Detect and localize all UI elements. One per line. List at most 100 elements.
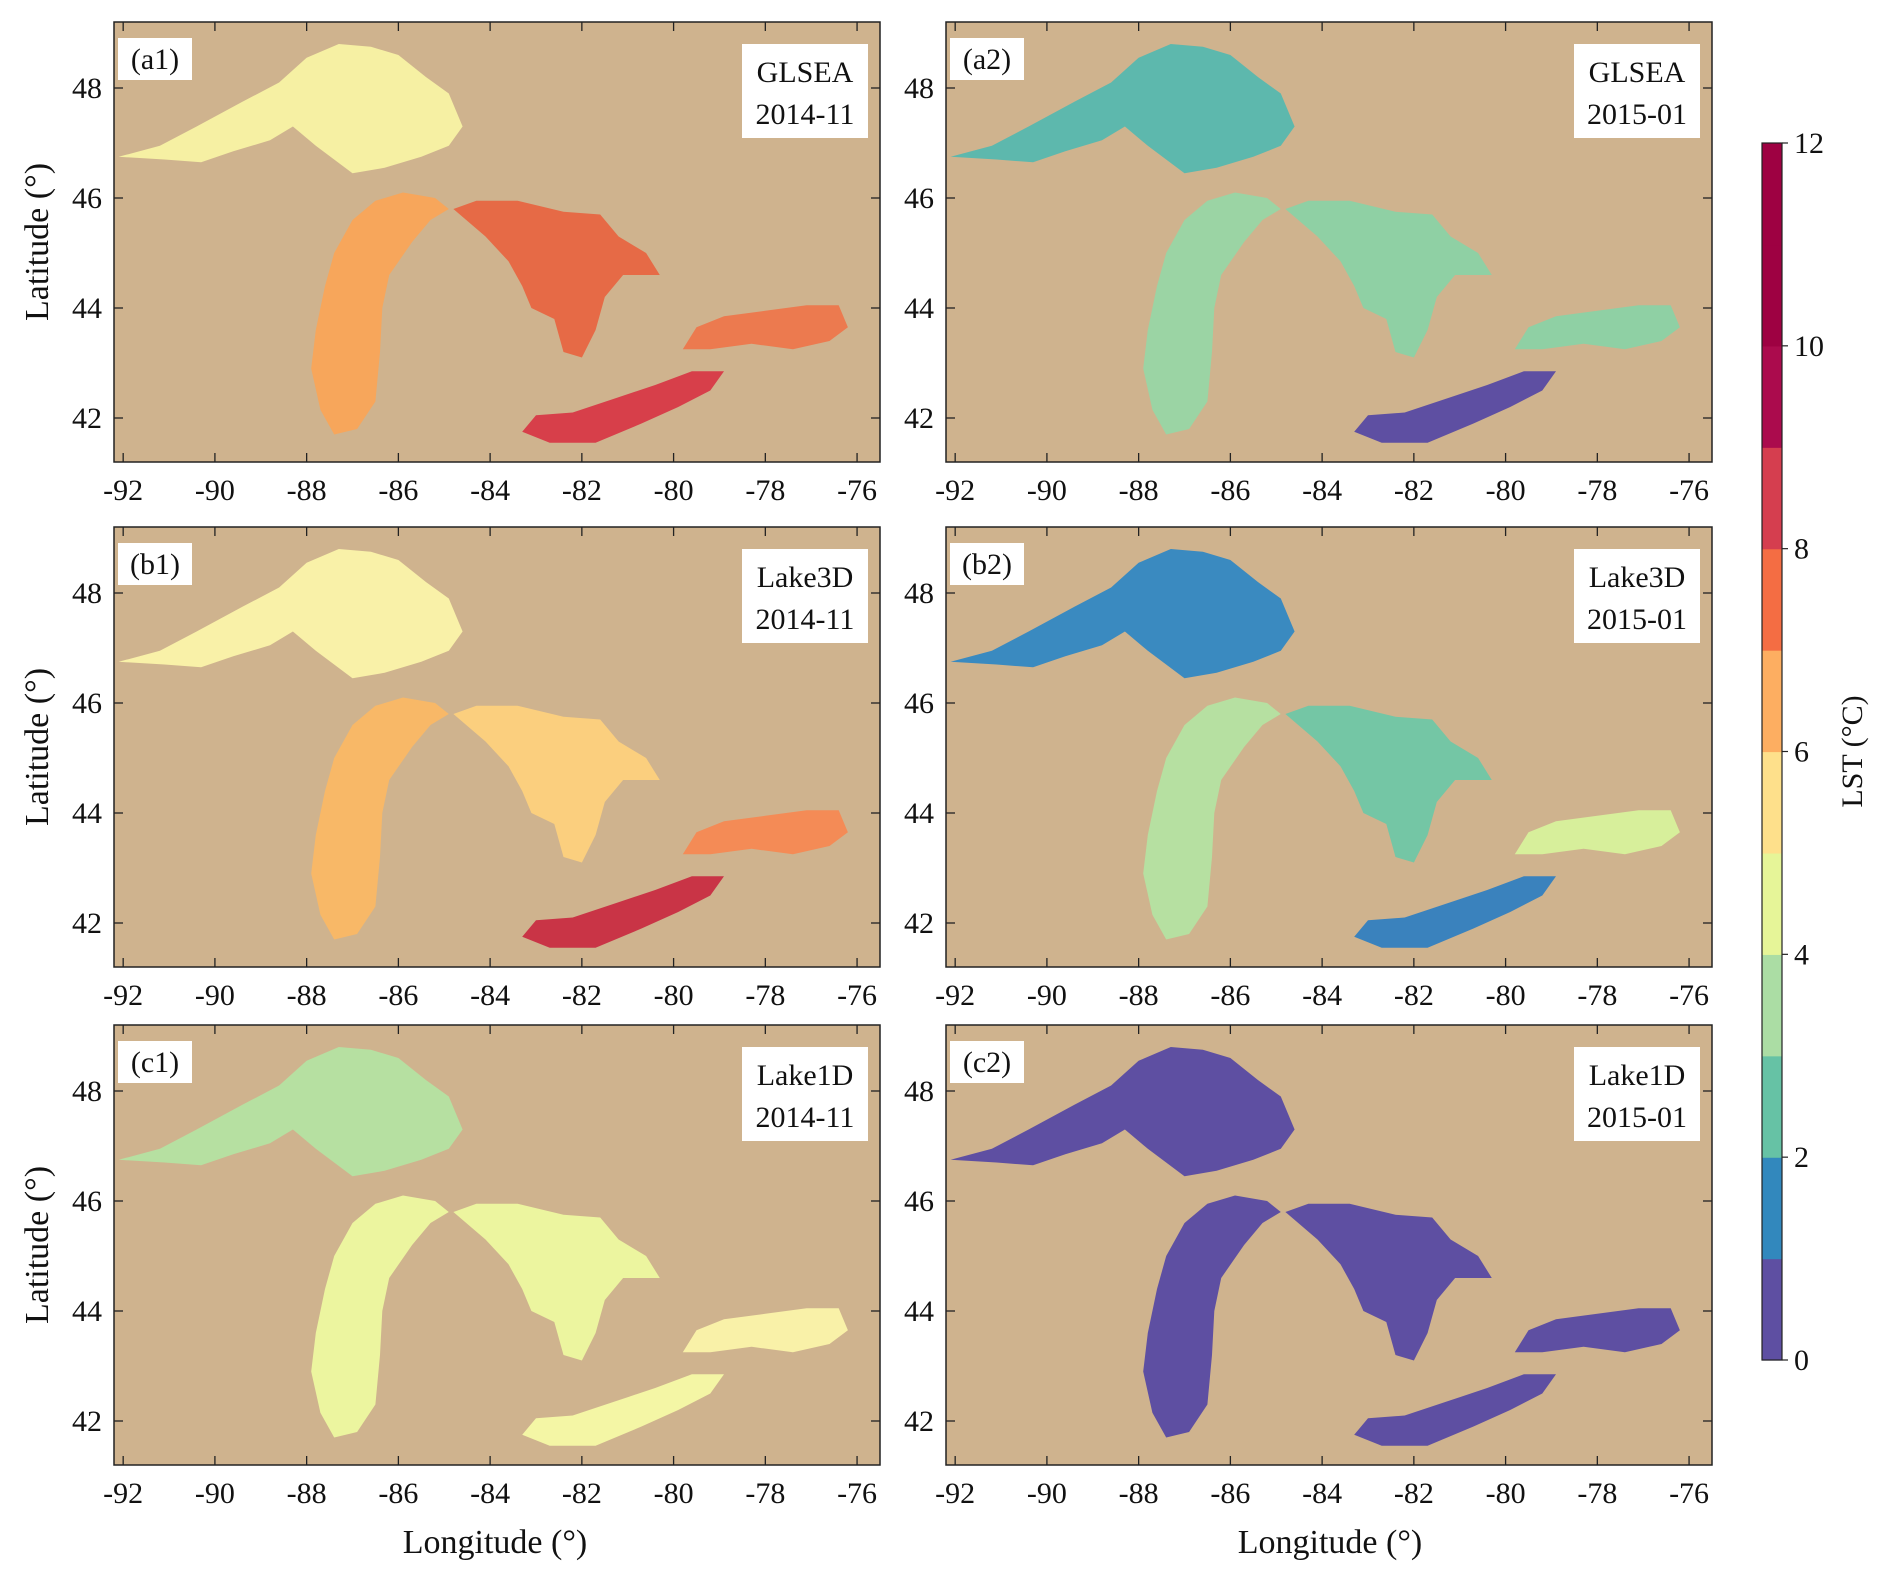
x-tick-label: -76 (837, 474, 877, 507)
colorbar-tick-label: 0 (1794, 1344, 1809, 1377)
x-tick-label: -88 (1119, 474, 1159, 507)
x-tick-label: -76 (1669, 1477, 1709, 1510)
lake-erie (1354, 1374, 1556, 1446)
y-tick-label: 42 (904, 1405, 934, 1438)
x-tick-label: -88 (1119, 1477, 1159, 1510)
panel-date: 2015-01 (1587, 1101, 1687, 1134)
x-tick-label: -90 (1027, 979, 1067, 1012)
colorbar-tick-label: 10 (1794, 330, 1824, 363)
x-tick-label: -90 (195, 1477, 235, 1510)
x-tick-label: -86 (378, 1477, 418, 1510)
colorbar-segment (1762, 954, 1782, 1057)
colorbar-segment (1762, 548, 1782, 651)
y-tick-label: 44 (72, 1295, 102, 1328)
lake-ontario (1514, 305, 1680, 350)
colorbar-tick-label: 6 (1794, 736, 1809, 769)
x-tick-label: -84 (470, 1477, 510, 1510)
colorbar-segment (1762, 345, 1782, 448)
map-panel-6: -92 -90 -88 -86 -84 -82 -80 -78 -76 48 46 44 42 (c2) L… (904, 1024, 1713, 1510)
y-tick-label: 44 (72, 797, 102, 830)
colorbar-segment (1762, 447, 1782, 550)
colorbar-segment (1762, 1055, 1782, 1158)
x-tick-label: -92 (935, 1477, 975, 1510)
x-tick-label: -80 (654, 474, 694, 507)
lakes (118, 549, 848, 948)
x-tick-label: -88 (287, 474, 327, 507)
map-panel-1: -92 -90 -88 -86 -84 -82 -80 -78 -76 48 46 44 42 (a1) G… (19, 21, 881, 507)
panel-info-box (742, 1047, 868, 1141)
x-tick-label: -88 (287, 1477, 327, 1510)
lake-huron (453, 705, 660, 863)
x-tick-label: -76 (837, 1477, 877, 1510)
lake-huron (453, 200, 660, 358)
panel-date: 2014-11 (756, 603, 855, 636)
y-tick-label: 42 (72, 402, 102, 435)
panel-date: 2014-11 (756, 1101, 855, 1134)
lake-erie (1354, 371, 1556, 443)
panel-tag-box (950, 543, 1024, 585)
lakes (950, 44, 1680, 443)
lake-michigan (311, 192, 449, 435)
lake-huron (1285, 1203, 1492, 1361)
colorbar-tick-label: 4 (1794, 938, 1809, 971)
lake-superior (950, 44, 1295, 174)
y-tick-label: 44 (904, 797, 934, 830)
y-tick-label: 42 (72, 907, 102, 940)
colorbar-segment (1762, 1258, 1782, 1361)
x-tick-label: -78 (1577, 979, 1617, 1012)
colorbar-segment (1762, 852, 1782, 955)
x-tick-label: -80 (654, 979, 694, 1012)
y-tick-label: 46 (904, 182, 934, 215)
x-tick-label: -84 (1302, 474, 1342, 507)
y-tick-label: 48 (72, 1075, 102, 1108)
x-tick-label: -92 (103, 979, 143, 1012)
y-tick-label: 48 (72, 72, 102, 105)
y-tick-label: 44 (72, 292, 102, 325)
y-tick-label: 48 (904, 1075, 934, 1108)
x-tick-label: -92 (935, 474, 975, 507)
lakes (950, 1047, 1680, 1446)
x-tick-label: -86 (378, 979, 418, 1012)
panel-tag: (a2) (963, 43, 1011, 76)
y-tick-label: 46 (72, 182, 102, 215)
colorbar-label: LST (°C) (1836, 695, 1869, 807)
x-tick-label: -82 (562, 1477, 602, 1510)
lake-huron (1285, 705, 1492, 863)
lake-superior (118, 44, 463, 174)
panel-tag-box (950, 1041, 1024, 1083)
y-tick-label: 42 (904, 907, 934, 940)
y-tick-label: 48 (904, 577, 934, 610)
y-axis-title: Latitude (°) (19, 1166, 56, 1324)
colorbar-segment (1762, 751, 1782, 854)
y-tick-label: 48 (72, 577, 102, 610)
panel-tag-box (118, 1041, 192, 1083)
lake-ontario (1514, 810, 1680, 855)
x-tick-label: -82 (1394, 979, 1434, 1012)
x-tick-label: -86 (1210, 1477, 1250, 1510)
colorbar: 0 2 4 6 8 10 12 LST (°C) (1761, 127, 1869, 1377)
lake-michigan (1143, 697, 1281, 940)
lake-huron (453, 1203, 660, 1361)
lakes (118, 44, 848, 443)
map-panel-2: -92 -90 -88 -86 -84 -82 -80 -78 -76 48 46 44 42 (a2) G… (904, 21, 1713, 507)
y-tick-label: 46 (904, 1185, 934, 1218)
lake-erie (1354, 876, 1556, 948)
x-tick-label: -78 (745, 474, 785, 507)
y-tick-label: 46 (72, 687, 102, 720)
y-tick-label: 46 (904, 687, 934, 720)
panel-info-box (1574, 1047, 1700, 1141)
x-tick-label: -84 (1302, 979, 1342, 1012)
lake-ontario (682, 305, 848, 350)
x-tick-label: -82 (562, 474, 602, 507)
y-tick-label: 44 (904, 1295, 934, 1328)
panel-tag: (c1) (131, 1046, 179, 1079)
x-axis-title-left: Longitude (°) (403, 1524, 588, 1561)
lake-superior (950, 1047, 1295, 1177)
panel-tag: (a1) (131, 43, 179, 76)
x-tick-label: -82 (1394, 474, 1434, 507)
x-tick-label: -78 (745, 979, 785, 1012)
x-tick-label: -76 (1669, 474, 1709, 507)
x-tick-label: -86 (378, 474, 418, 507)
lake-superior (118, 549, 463, 679)
